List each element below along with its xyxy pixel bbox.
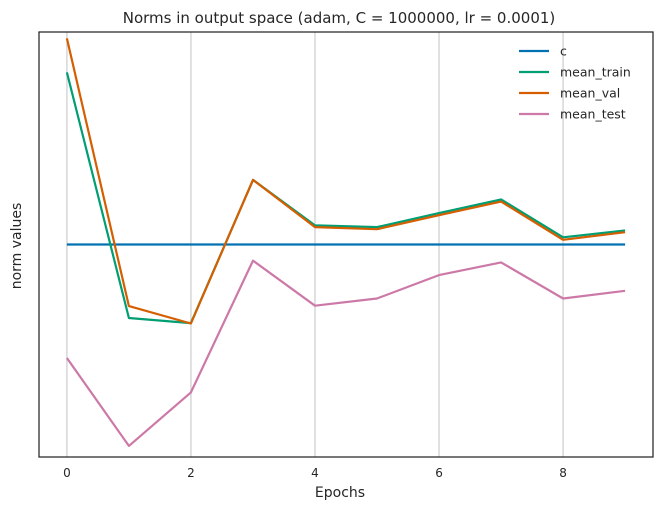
x-tick-label: 6 [435,466,443,480]
x-tick-labels: 0 2 4 6 8 [63,466,567,480]
y-axis-label: norm values [9,203,25,290]
series-line-mean-train [65,72,626,325]
series-line-mean-val [65,38,626,325]
plot-frame [38,31,654,458]
x-tick-label: 0 [63,466,71,480]
legend-label: mean_val [560,86,620,101]
x-axis-label: Epochs [315,485,365,501]
legend-label: mean_train [560,65,631,80]
legend-label: c [560,44,567,59]
x-tick-label: 8 [559,466,567,480]
legend: c mean_train mean_val mean_test [519,44,631,122]
legend-label: mean_test [560,107,626,122]
plot-series [65,38,626,447]
series-line-mean-test [66,259,626,447]
x-tick-label: 2 [187,466,195,480]
x-tick-label: 4 [311,466,319,480]
chart-title: Norms in output space (adam, C = 1000000… [123,9,556,27]
